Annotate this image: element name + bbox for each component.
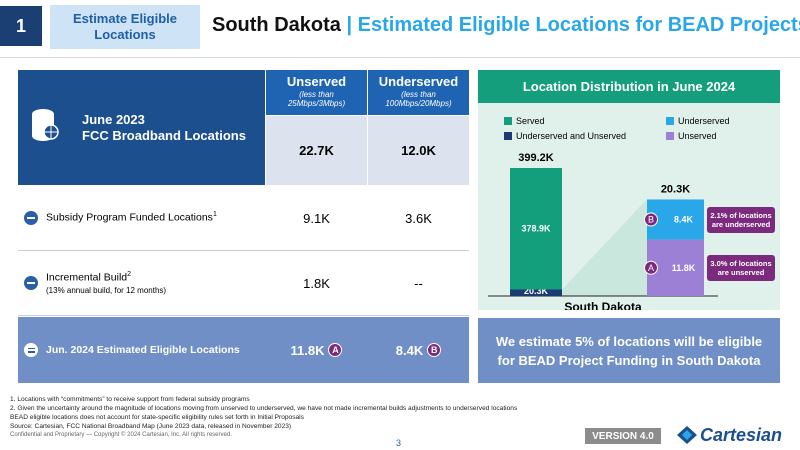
annotation: 3.0% of locations are unserved [707,254,775,281]
value-label: 11.8K [672,263,696,273]
chart: Served Underserved Underserved and Unserve… [488,116,730,310]
total-label: Jun. 2024 Estimated Eligible Locations [46,344,240,356]
legend-label: Unserved [678,131,717,141]
equals-icon [24,343,38,357]
callout: We estimate 5% of locations will be elig… [478,318,780,383]
legend-swatch [666,132,674,140]
logo-mark [677,426,697,444]
title: South Dakota | Estimated Eligible Locati… [212,14,800,37]
badge: B [427,343,442,357]
legend-swatch [504,117,512,125]
badge: A [328,343,343,357]
row-text: Subsidy Program Funded Locations [46,211,213,224]
total-row: Jun. 2024 Estimated Eligible Locations 1… [18,317,469,383]
row: Subsidy Program Funded Locations1 9.1K 3… [18,185,469,251]
legend-label: Underserved [678,116,730,126]
value-label: 20.3K [524,286,549,296]
value-label: 8.4K [674,215,694,225]
col-title: Underserved [378,74,459,89]
bar-segment [510,168,562,290]
footnote: Source: Cartesian, FCC National Broadban… [10,423,292,430]
row: Incremental Build2 (13% annual build, fo… [18,251,469,316]
footnote: BEAD eligible locations does not account… [10,414,304,421]
page-number: 3 [396,438,402,448]
version: VERSION 4.0 [585,428,661,444]
badge-letter: A [648,263,654,273]
db-icon [32,109,59,141]
section-label: Estimate Eligible Locations [50,5,200,49]
col-sub: (less than 100Mbps/20Mbps) [385,90,452,108]
corner-line1: June 2023 [82,112,145,127]
cell: -- [414,276,423,291]
confidential: Confidential and Proprietary — Copyright… [10,432,232,438]
title-sep: | [346,14,353,36]
row-label: Incremental Build2 [46,271,131,284]
cell: 3.6K [405,210,432,226]
minus-icon [24,211,38,225]
bar-segment [510,289,562,296]
header-rule [0,57,800,58]
row-label: Subsidy Program Funded Locations1 [46,211,217,224]
badge [644,212,658,227]
total-cell: 8.4K B [368,317,469,383]
section-number: 1 [0,6,42,46]
total-value: 11.8K [290,342,325,358]
legend-label: Served [516,116,545,126]
zoom-wedge [562,199,647,296]
cell: 1.8K [303,276,330,291]
corner-cell: June 2023 FCC Broadband Locations [18,70,265,185]
col-title: Unserved [286,74,347,89]
col-sub: (less than 25Mbps/3Mbps) [287,90,346,108]
cell: 9.1K [303,210,330,226]
logo: Cartesian [700,425,783,445]
x-label: South Dakota [564,300,642,310]
value-label: 378.9K [521,224,551,234]
badge [644,260,658,275]
badge-letter: B [648,215,654,225]
legend-swatch [666,117,674,125]
footnote-ref: 1 [212,211,217,218]
col-header: Underserved (less than 100Mbps/20Mbps) [368,70,469,115]
row-note: (13% annual build, for 12 months) [46,286,167,295]
total-label: 20.3K [661,183,690,195]
chart-title: Location Distribution in June 2024 [478,70,780,103]
col-header: Unserved (less than 25Mbps/3Mbps) [266,70,367,115]
title-sub: Estimated Eligible Locations for BEAD Pr… [357,14,800,36]
legend-swatch [504,132,512,140]
legend-label: Underserved and Unserved [516,131,626,141]
total-cell: 11.8K A [266,317,367,383]
annotation: 2.1% of locations are underserved [707,206,775,233]
minus-icon [24,276,38,290]
base-value: 12.0K [368,116,469,185]
total-label: 399.2K [518,152,554,164]
base-value: 22.7K [266,116,367,185]
row-text: Incremental Build [46,271,128,284]
title-main: South Dakota [212,14,341,36]
footnote: 1. Locations with “commitments” to recei… [10,396,250,403]
corner-line2: FCC Broadband Locations [82,128,246,143]
total-value: 8.4K [395,342,424,358]
footnote: 2. Given the uncertainty around the magn… [10,405,518,412]
footnote-ref: 2 [127,271,132,278]
